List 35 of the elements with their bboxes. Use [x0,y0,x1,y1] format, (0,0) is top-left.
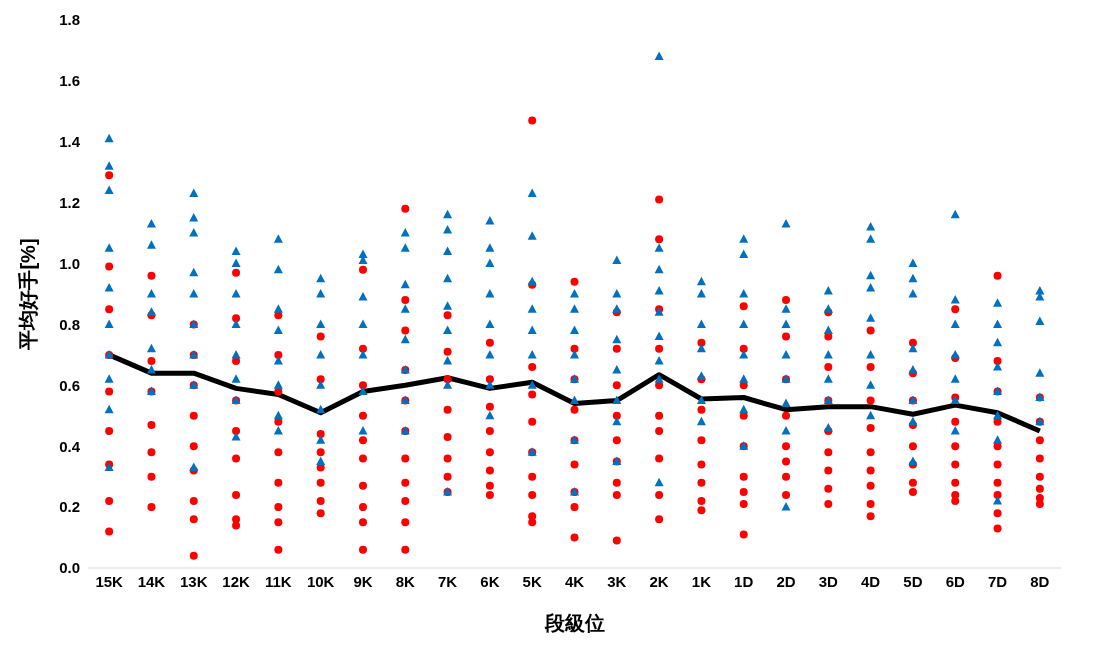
y-tick-label: 1.2 [59,193,80,211]
x-tick-label: 7K [437,572,458,590]
y-tick-label: 0.0 [59,559,80,577]
x-tick-label: 11K [265,572,292,590]
x-tick-label: 1K [691,572,712,590]
x-tick-label: 5K [522,572,542,590]
x-tick-label: 4K [564,572,585,590]
y-tick-label: 0.4 [59,437,81,455]
x-tick-label: 4D [861,572,881,590]
x-tick-label: 12K [222,572,250,590]
x-tick-label: 3K [607,572,627,590]
x-tick-label: 7D [987,572,1008,590]
x-tick-label: 6K [480,572,500,590]
x-tick-label: 3D [818,572,839,590]
x-tick-label: 1D [734,572,754,590]
y-axis-title: 平均好手[%] [17,238,40,351]
x-tick-label: 8D [1030,572,1050,590]
x-tick-label: 13K [180,572,208,590]
y-tick-label: 0.2 [59,498,80,516]
x-tick-label: 14K [137,572,166,590]
y-tick-label: 1.8 [59,11,80,29]
x-tick-label: 2K [649,572,669,590]
x-tick-label: 9K [353,572,373,590]
x-tick-label: 2D [776,572,796,590]
y-tick-label: 0.8 [59,315,80,333]
x-tick-label: 5D [903,572,923,590]
x-axis-title: 段級位 [543,612,605,635]
x-tick-label: 6D [945,572,965,590]
x-tick-label: 8K [395,572,416,590]
y-tick-label: 1.4 [59,133,81,151]
x-tick-label: 15K [95,572,124,590]
y-tick-label: 1.6 [59,72,80,90]
x-tick-label: 10K [306,572,335,590]
y-tick-label: 1.0 [59,254,80,272]
y-tick-label: 0.6 [59,376,80,394]
